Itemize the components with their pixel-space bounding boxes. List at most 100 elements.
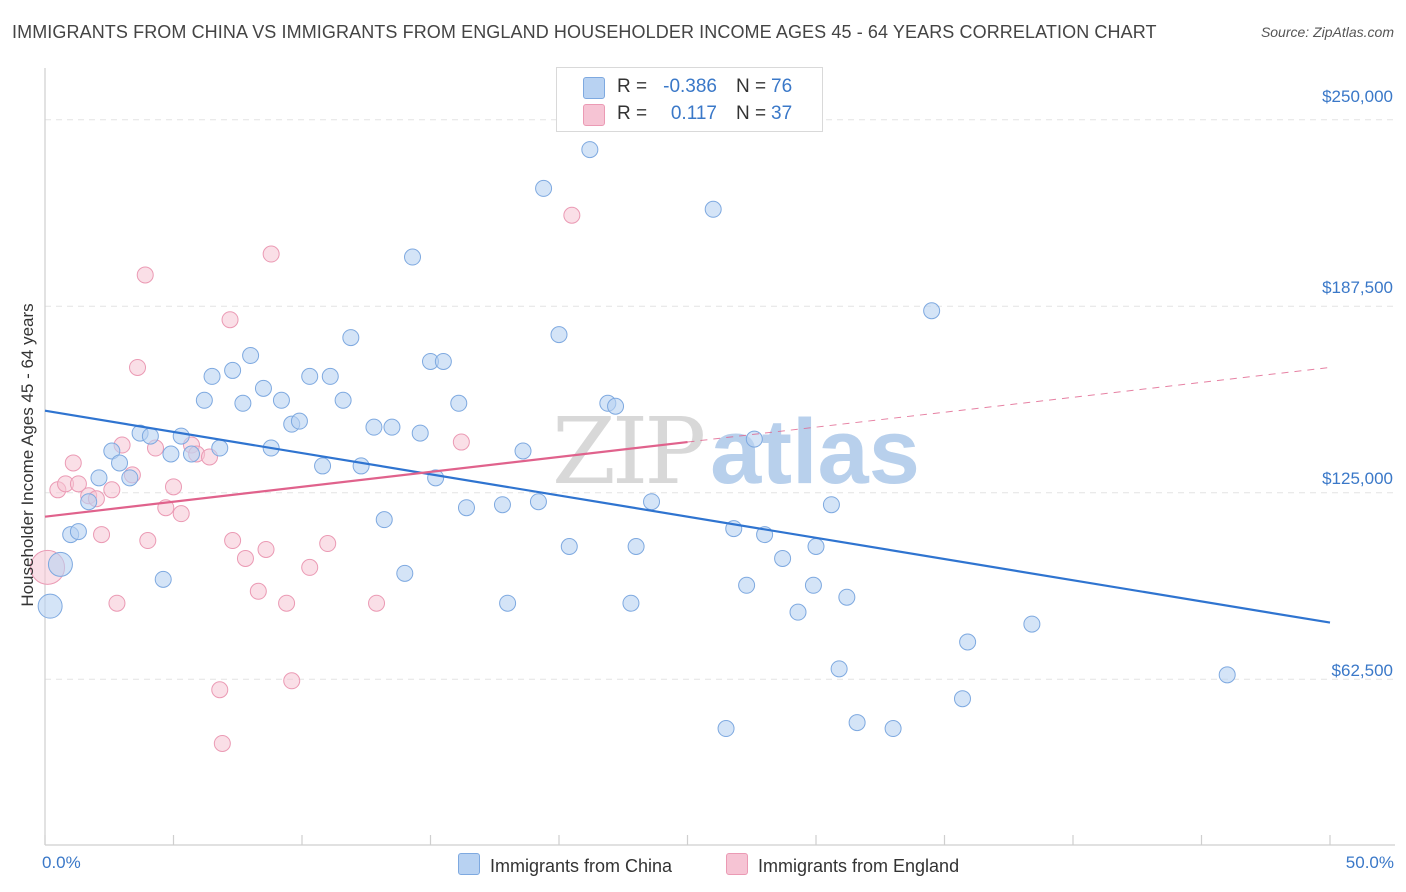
y-tick-label-187500: $187,500	[1322, 278, 1393, 297]
china-point	[352, 457, 370, 475]
china-point	[365, 418, 383, 436]
legend-row-china: R = -0.386 N = 76	[557, 74, 822, 100]
china-point	[154, 570, 172, 588]
china-point	[103, 442, 121, 460]
china-point	[195, 391, 213, 409]
china-point	[550, 326, 568, 344]
china-point	[923, 302, 941, 320]
bottom-legend-england[interactable]: Immigrants from England	[726, 853, 959, 877]
x-tick-label-0: 0.0%	[42, 853, 81, 872]
china-point	[111, 454, 129, 472]
legend-n-label: N =	[736, 103, 767, 124]
y-tick-label-125000: $125,000	[1322, 469, 1393, 488]
bottom-legend-swatch-england	[726, 853, 748, 875]
england-point	[129, 358, 147, 376]
england-point	[278, 594, 296, 612]
england-point	[172, 505, 190, 523]
england-point	[368, 594, 386, 612]
china-point	[69, 523, 87, 541]
legend-n-label: N =	[736, 76, 767, 97]
legend-n-value: 37	[771, 103, 793, 124]
china-point	[1023, 615, 1041, 633]
england-point	[64, 454, 82, 472]
china-point	[301, 367, 319, 385]
bottom-legend-label-china: Immigrants from China	[490, 856, 673, 876]
china-point	[434, 352, 452, 370]
china-point	[254, 379, 272, 397]
china-point	[745, 430, 763, 448]
china-point	[141, 427, 159, 445]
bottom-legend-china[interactable]: Immigrants from China	[458, 853, 672, 877]
y-tick-label-62500: $62,500	[1331, 661, 1393, 680]
china-trend-line	[44, 409, 1331, 624]
china-point	[182, 445, 200, 463]
china-point	[884, 720, 902, 738]
china-point	[314, 457, 332, 475]
china-point	[383, 418, 401, 436]
china-point	[643, 493, 661, 511]
legend-r-label: R =	[617, 76, 648, 97]
china-point	[47, 551, 73, 577]
china-point	[342, 329, 360, 347]
china-point	[80, 493, 98, 511]
china-point	[162, 445, 180, 463]
england-point	[249, 582, 267, 600]
england-point	[103, 481, 121, 499]
china-point	[789, 603, 807, 621]
legend-swatch-china	[583, 77, 605, 99]
england-point	[221, 311, 239, 329]
china-point	[121, 469, 139, 487]
china-point	[272, 391, 290, 409]
china-point	[838, 588, 856, 606]
watermark-zip: ZIP	[552, 398, 706, 505]
england-point	[257, 540, 275, 558]
china-point	[172, 427, 190, 445]
china-point	[830, 660, 848, 678]
watermark: ZIPatlas	[552, 398, 920, 505]
legend-row-england: R = 0.117 N = 37	[557, 101, 822, 127]
england-point	[69, 475, 87, 493]
china-point	[607, 397, 625, 415]
legend-r-value: 0.117	[670, 103, 717, 124]
chart-title: IMMIGRANTS FROM CHINA VS IMMIGRANTS FROM…	[12, 22, 1157, 42]
watermark-atlas: atlas	[710, 401, 920, 503]
england-point	[236, 549, 254, 567]
legend-swatch-england	[583, 104, 605, 126]
england-trend-extension	[687, 366, 1331, 443]
england-point	[211, 681, 229, 699]
england-point	[136, 266, 154, 284]
china-point	[622, 594, 640, 612]
china-point	[529, 493, 547, 511]
england-point	[262, 245, 280, 263]
china-point	[822, 496, 840, 514]
source-label: Source: ZipAtlas.com	[1260, 24, 1394, 40]
china-point	[535, 179, 553, 197]
china-point	[242, 347, 260, 365]
china-point	[959, 633, 977, 651]
china-point	[404, 248, 422, 266]
china-point	[499, 594, 517, 612]
china-point	[581, 141, 599, 159]
england-point	[319, 535, 337, 553]
china-point	[848, 714, 866, 732]
china-point	[1218, 666, 1236, 684]
england-point	[213, 734, 231, 752]
china-point	[211, 439, 229, 457]
y-tick-label-250000: $250,000	[1322, 87, 1393, 106]
england-point	[301, 558, 319, 576]
legend-r-value: -0.386	[663, 76, 717, 97]
legend-n-value: 76	[771, 76, 793, 97]
china-point	[290, 412, 308, 430]
china-point	[738, 576, 756, 594]
y-axis-label: Householder Income Ages 45 - 64 years	[18, 303, 37, 607]
england-trend-line	[44, 440, 688, 518]
china-point	[90, 469, 108, 487]
china-point	[627, 538, 645, 556]
england-point	[283, 672, 301, 690]
china-point	[704, 200, 722, 218]
china-point	[321, 367, 339, 385]
china-point	[807, 538, 825, 556]
china-point	[774, 549, 792, 567]
china-point	[514, 442, 532, 460]
